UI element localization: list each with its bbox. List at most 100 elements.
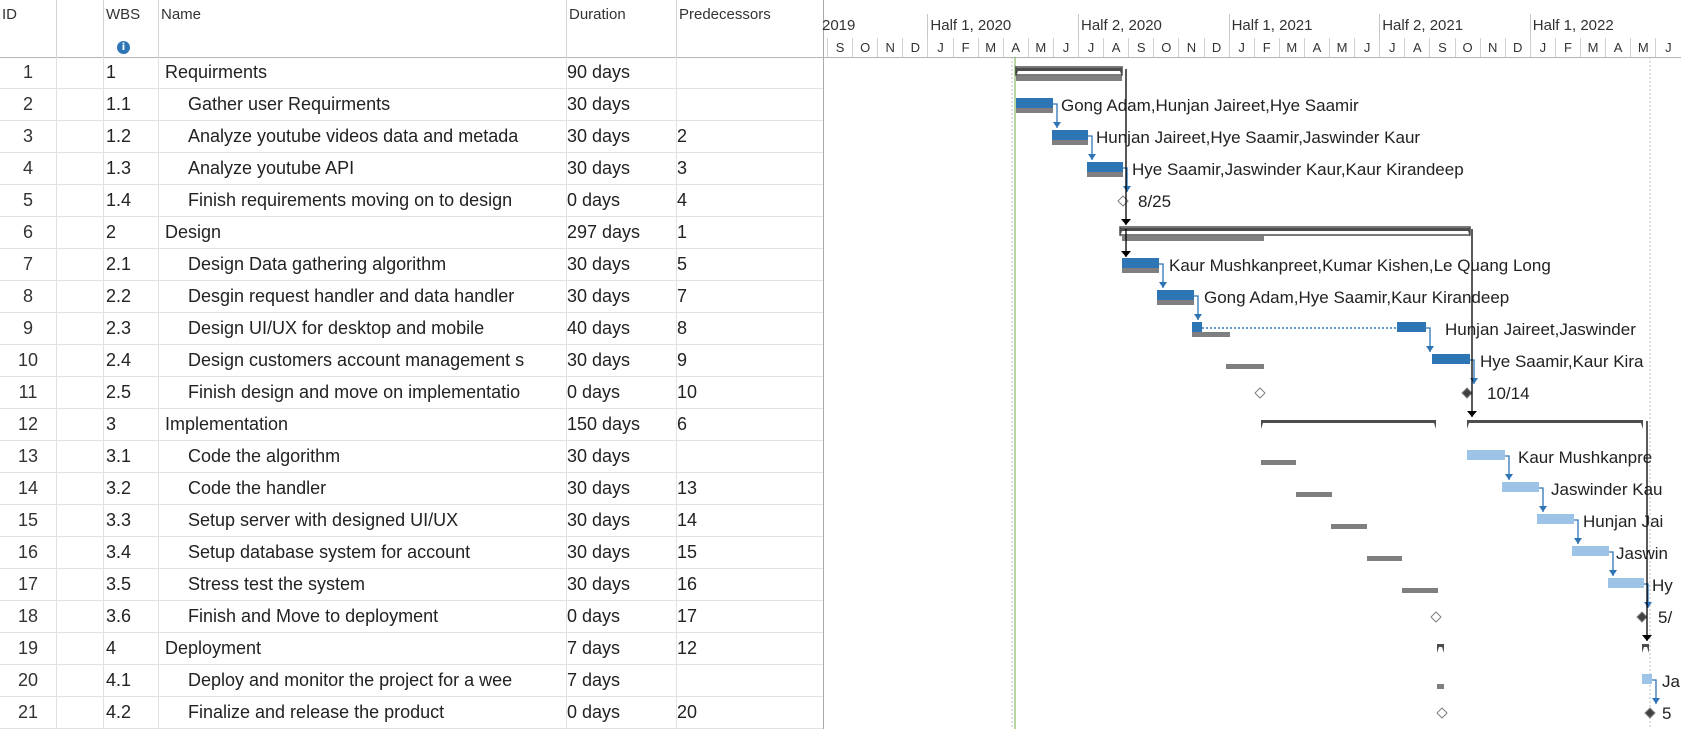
task-id-cell[interactable]: 20 <box>0 665 57 696</box>
task-indicator-cell[interactable] <box>57 345 104 376</box>
task-predecessors-cell[interactable]: 13 <box>677 478 698 498</box>
summary-bar-requirements[interactable] <box>1016 68 1122 71</box>
task-name-cell[interactable]: Setup server with designed UI/UX <box>159 505 567 536</box>
task-predecessors-cell[interactable]: 3 <box>677 158 688 178</box>
table-row[interactable]: 11 2.5 Finish design and move on implement… <box>0 377 823 409</box>
table-row[interactable]: 16 3.4 Setup database system for account 30… <box>0 537 823 569</box>
task-wbs-cell[interactable]: 4.2 <box>104 697 159 728</box>
task-bar[interactable] <box>1608 578 1644 588</box>
task-id-cell[interactable]: 14 <box>0 473 57 504</box>
dependency-arrow[interactable] <box>1194 314 1202 320</box>
dependency-arrow[interactable] <box>1088 154 1096 160</box>
task-bar[interactable] <box>1157 290 1194 300</box>
table-row[interactable]: 15 3.3 Setup server with designed UI/UX 30 … <box>0 505 823 537</box>
task-wbs-cell[interactable]: 3.4 <box>104 537 159 568</box>
task-wbs-cell[interactable]: 2.4 <box>104 345 159 376</box>
dependency-link[interactable] <box>1574 519 1579 544</box>
task-id-cell[interactable]: 6 <box>0 217 57 248</box>
task-wbs-cell[interactable]: 2.3 <box>104 313 159 344</box>
task-wbs-cell[interactable]: 3.1 <box>104 441 159 472</box>
table-row[interactable]: 6 2 Design 297 days 1 <box>0 217 823 249</box>
task-duration-cell[interactable]: 0 days <box>567 697 677 728</box>
task-id-cell[interactable]: 16 <box>0 537 57 568</box>
summary-bar-deployment-end-cap[interactable] <box>1646 644 1649 653</box>
task-name-cell[interactable]: Finish and Move to deployment <box>159 601 567 632</box>
task-name-cell[interactable]: Deploy and monitor the project for a wee <box>159 665 567 696</box>
task-duration-cell[interactable]: 30 days <box>567 441 677 472</box>
dependency-link[interactable] <box>1426 327 1431 352</box>
dependency-arrow[interactable] <box>1470 378 1478 384</box>
summary-bar-implementation-start-cap[interactable] <box>1467 420 1470 429</box>
task-predecessors-cell[interactable]: 15 <box>677 542 698 562</box>
task-duration-cell[interactable]: 30 days <box>567 345 677 376</box>
task-predecessors-cell[interactable] <box>677 57 823 88</box>
task-name-cell[interactable]: Design <box>159 217 567 248</box>
task-indicator-cell[interactable] <box>57 313 104 344</box>
task-name-cell[interactable]: Code the handler <box>159 473 567 504</box>
dependency-link[interactable] <box>1644 583 1649 608</box>
table-row[interactable]: 20 4.1 Deploy and monitor the project for … <box>0 665 823 697</box>
task-bar[interactable] <box>1642 674 1652 684</box>
task-id-cell[interactable]: 11 <box>0 377 57 408</box>
task-name-cell[interactable]: Setup database system for account <box>159 537 567 568</box>
task-bar[interactable] <box>1432 354 1470 364</box>
task-indicator-cell[interactable] <box>57 569 104 600</box>
summary-bar-deployment[interactable] <box>1642 644 1649 647</box>
task-indicator-cell[interactable] <box>57 505 104 536</box>
task-name-cell[interactable]: Finish design and move on implementatio <box>159 377 567 408</box>
task-duration-cell[interactable]: 30 days <box>567 153 677 184</box>
summary-arrow[interactable] <box>1121 219 1131 225</box>
task-id-cell[interactable]: 15 <box>0 505 57 536</box>
task-duration-cell[interactable]: 40 days <box>567 313 677 344</box>
milestone-diamond[interactable] <box>1436 707 1448 719</box>
column-header-indicators[interactable]: i <box>57 0 130 57</box>
task-wbs-cell[interactable]: 4 <box>104 633 159 664</box>
column-header-predecessors[interactable]: Predecessors <box>679 6 771 23</box>
task-bar[interactable] <box>1502 482 1539 492</box>
table-row[interactable]: 10 2.4 Design customers account management… <box>0 345 823 377</box>
task-wbs-cell[interactable]: 4.1 <box>104 665 159 696</box>
task-name-cell[interactable]: Design UI/UX for desktop and mobile <box>159 313 567 344</box>
task-bar[interactable] <box>1052 130 1088 140</box>
dependency-arrow[interactable] <box>1159 282 1167 288</box>
table-row[interactable]: 1 1 Requirments 90 days <box>0 57 823 89</box>
task-wbs-cell[interactable]: 3.5 <box>104 569 159 600</box>
table-row[interactable]: 9 2.3 Design UI/UX for desktop and mobile 4… <box>0 313 823 345</box>
task-duration-cell[interactable]: 150 days <box>567 409 677 440</box>
task-name-cell[interactable]: Finish requirements moving on to design <box>159 185 567 216</box>
task-indicator-cell[interactable] <box>57 473 104 504</box>
task-wbs-cell[interactable]: 1.2 <box>104 121 159 152</box>
dependency-link[interactable] <box>1159 263 1164 288</box>
table-row[interactable]: 19 4 Deployment 7 days 12 <box>0 633 823 665</box>
table-row[interactable]: 13 3.1 Code the algorithm 30 days <box>0 441 823 473</box>
task-predecessors-cell[interactable]: 12 <box>677 638 698 658</box>
task-duration-cell[interactable]: 30 days <box>567 89 677 120</box>
task-indicator-cell[interactable] <box>57 697 104 728</box>
task-indicator-cell[interactable] <box>57 441 104 472</box>
task-indicator-cell[interactable] <box>57 217 104 248</box>
dependency-arrow[interactable] <box>1644 602 1652 608</box>
dependency-link[interactable] <box>1088 135 1093 160</box>
task-wbs-cell[interactable]: 2.5 <box>104 377 159 408</box>
task-duration-cell[interactable]: 30 days <box>567 121 677 152</box>
dependency-arrow[interactable] <box>1505 474 1513 480</box>
task-duration-cell[interactable]: 0 days <box>567 185 677 216</box>
task-id-cell[interactable]: 21 <box>0 697 57 728</box>
task-indicator-cell[interactable] <box>57 185 104 216</box>
task-id-cell[interactable]: 10 <box>0 345 57 376</box>
task-duration-cell[interactable]: 30 days <box>567 569 677 600</box>
task-bar[interactable] <box>1016 98 1053 108</box>
task-wbs-cell[interactable]: 1.3 <box>104 153 159 184</box>
task-name-cell[interactable]: Analyze youtube videos data and metada <box>159 121 567 152</box>
task-id-cell[interactable]: 4 <box>0 153 57 184</box>
dependency-arrow[interactable] <box>1539 506 1547 512</box>
dependency-arrow[interactable] <box>1652 698 1660 704</box>
task-duration-cell[interactable]: 297 days <box>567 217 677 248</box>
table-row[interactable]: 14 3.2 Code the handler 30 days 13 <box>0 473 823 505</box>
task-wbs-cell[interactable]: 1.1 <box>104 89 159 120</box>
task-predecessors-cell[interactable]: 17 <box>677 606 698 626</box>
dependency-link[interactable] <box>1539 487 1544 512</box>
task-name-cell[interactable]: Stress test the system <box>159 569 567 600</box>
task-duration-cell[interactable]: 7 days <box>567 665 677 696</box>
task-indicator-cell[interactable] <box>57 153 104 184</box>
